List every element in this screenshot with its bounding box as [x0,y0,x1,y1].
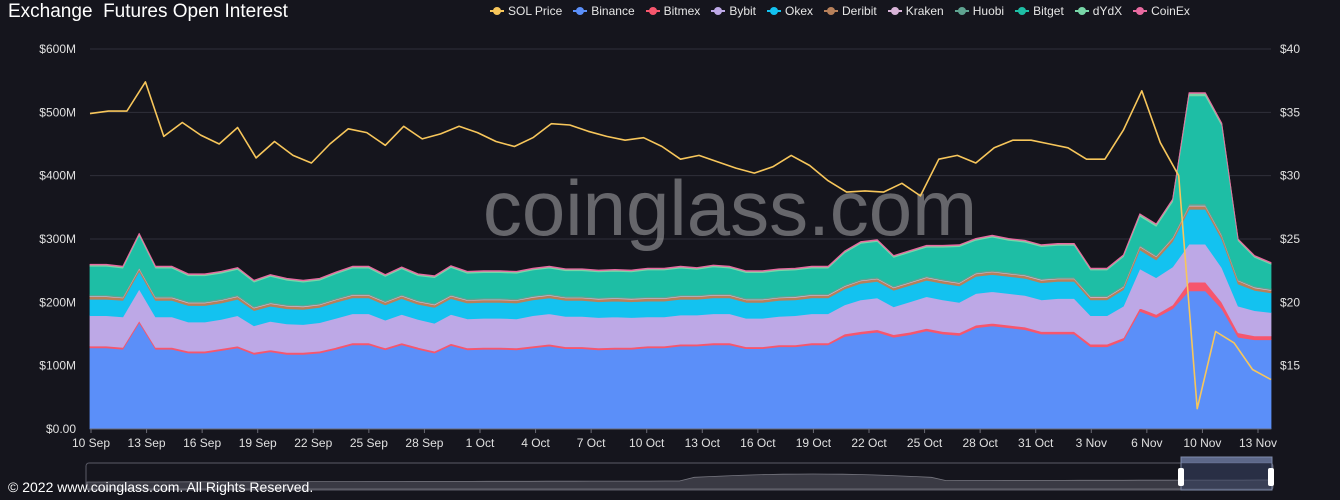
y-left-tick-label: $300M [39,232,76,246]
x-tick-label: 10 Nov [1183,436,1221,450]
legend-item-coinex[interactable]: CoinEx [1133,4,1190,18]
y-left-tick-label: $0.00 [46,422,76,436]
x-tick-label: 1 Oct [466,436,495,450]
x-tick-label: 13 Sep [128,436,166,450]
stacked-areas [89,92,1272,430]
x-tick-label: 7 Oct [577,436,606,450]
legend-marker-icon [824,6,839,16]
legend-item-huobi[interactable]: Huobi [954,4,1005,18]
chart-legend: SOL Price Binance Bitmex Bybit Okex Deribit Kr… [490,3,1201,19]
y-left-tick-label: $200M [39,295,76,309]
legend-item-bybit[interactable]: Bybit [711,4,756,18]
x-tick-label: 22 Oct [851,436,887,450]
legend-item-deribit[interactable]: Deribit [824,4,877,18]
legend-item-bitget[interactable]: Bitget [1015,4,1064,18]
zoom-handle-left[interactable] [1178,468,1184,486]
legend-marker-icon [1015,6,1030,16]
legend-marker-icon [645,6,660,16]
y-left-tick-label: $100M [39,359,76,373]
x-tick-label: 3 Nov [1076,436,1107,450]
x-tick-label: 13 Nov [1239,436,1277,450]
x-tick-label: 19 Sep [239,436,277,450]
y-left-tick-label: $600M [39,42,76,56]
x-tick-label: 4 Oct [521,436,550,450]
y-right-tick-label: $40 [1280,42,1300,56]
zoom-overview [86,473,1273,490]
legend-label: Huobi [972,4,1005,18]
y-right-tick-label: $35 [1280,105,1300,119]
x-tick-label: 25 Sep [350,436,388,450]
legend-item-binance[interactable]: Binance [573,4,635,18]
y-right-tick-label: $30 [1280,169,1300,183]
x-tick-label: 6 Nov [1131,436,1162,450]
legend-marker-icon [954,6,969,16]
legend-label: dYdX [1092,4,1123,18]
line-sol-price [89,81,1272,410]
legend-marker-icon [887,6,902,16]
legend-item-sol-price[interactable]: SOL Price [490,4,562,18]
x-tick-label: 22 Sep [294,436,332,450]
x-tick-label: 10 Oct [629,436,665,450]
legend-marker-icon [711,6,726,16]
legend-label: Okex [785,4,814,18]
legend-label: Binance [591,4,635,18]
zoom-drag-bar[interactable] [1181,457,1272,463]
zoom-slider[interactable] [85,456,1274,491]
legend-marker-icon [490,6,504,16]
legend-label: Bitmex [663,4,701,18]
legend-marker-icon [573,6,588,16]
legend-item-bitmex[interactable]: Bitmex [645,4,701,18]
legend-label: SOL Price [508,4,563,18]
x-tick-label: 25 Oct [907,436,943,450]
area-coinex [89,92,1272,282]
legend-marker-icon [1074,6,1089,16]
legend-item-dydx[interactable]: dYdX [1074,4,1123,18]
x-tick-label: 28 Sep [405,436,443,450]
watermark: coinglass.com [483,164,977,252]
legend-label: Bitget [1033,4,1064,18]
legend-label: Deribit [842,4,877,18]
legend-marker-icon [767,6,781,16]
legend-item-kraken[interactable]: Kraken [887,4,944,18]
legend-label: Bybit [729,4,756,18]
y-right-tick-label: $25 [1280,232,1300,246]
x-tick-label: 16 Oct [740,436,776,450]
copyright-text: © 2022 www.coinglass.com. All Rights Res… [8,479,314,495]
x-tick-label: 13 Oct [685,436,721,450]
legend-label: CoinEx [1151,4,1190,18]
zoom-handle-right[interactable] [1268,468,1274,486]
x-tick-label: 28 Oct [962,436,998,450]
y-right-tick-label: $20 [1280,295,1300,309]
page-title: Exchange Futures Open Interest [8,1,288,22]
x-tick-label: 19 Oct [796,436,832,450]
y-left-tick-label: $400M [39,169,76,183]
x-tick-label: 16 Sep [183,436,221,450]
x-tick-label: 10 Sep [72,436,110,450]
y-right-tick-label: $15 [1280,359,1300,373]
legend-label: Kraken [905,4,944,18]
legend-item-okex[interactable]: Okex [767,4,813,18]
y-left-tick-label: $500M [39,105,76,119]
x-tick-label: 31 Oct [1018,436,1054,450]
legend-marker-icon [1133,6,1148,16]
